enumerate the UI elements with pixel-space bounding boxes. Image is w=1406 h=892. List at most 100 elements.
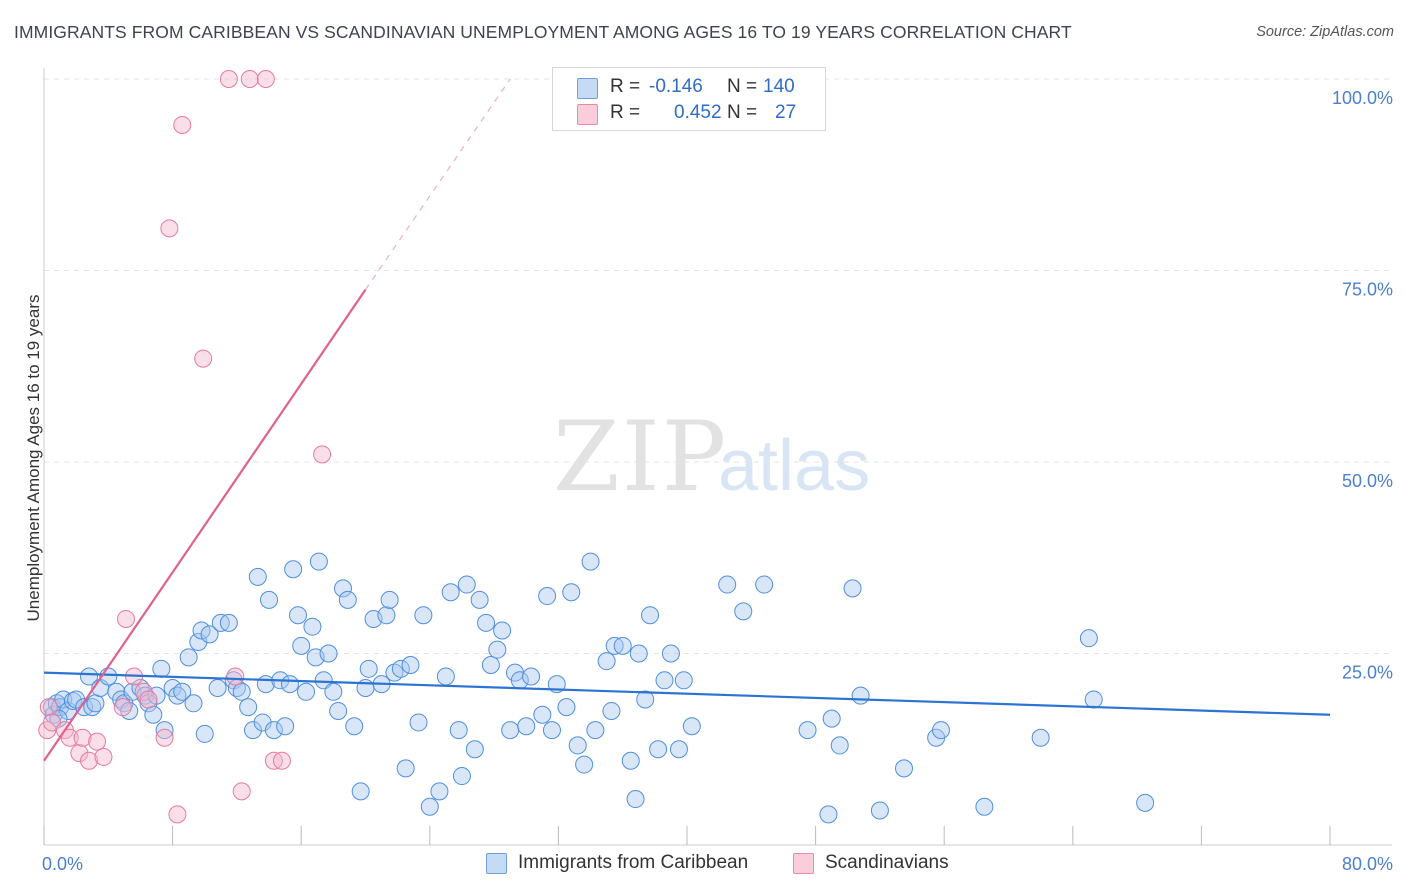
data-point-scandinavian bbox=[256, 70, 275, 88]
data-point-caribbean bbox=[63, 691, 82, 710]
trend-line-scandinavian bbox=[43, 289, 367, 762]
data-point-caribbean bbox=[636, 690, 655, 709]
data-point-caribbean bbox=[562, 583, 581, 602]
data-point-scandinavian bbox=[168, 805, 187, 824]
legend-n-label: N = bbox=[727, 76, 758, 97]
data-point-caribbean bbox=[843, 579, 862, 598]
data-point-caribbean bbox=[597, 652, 616, 671]
data-point-caribbean bbox=[449, 721, 468, 740]
data-point-scandinavian bbox=[113, 698, 132, 717]
data-point-caribbean bbox=[895, 759, 914, 778]
data-point-caribbean bbox=[755, 575, 774, 594]
trend-lines bbox=[43, 78, 1331, 762]
legend-n-label: N = bbox=[727, 102, 758, 123]
data-point-caribbean bbox=[441, 583, 460, 602]
data-point-scandinavian bbox=[94, 747, 113, 766]
data-point-caribbean bbox=[401, 655, 420, 674]
data-point-caribbean bbox=[822, 709, 841, 728]
data-point-caribbean bbox=[522, 667, 541, 686]
y-tick-label: 100.0% bbox=[1332, 88, 1393, 108]
data-point-caribbean bbox=[493, 621, 512, 640]
data-point-caribbean bbox=[86, 694, 105, 713]
data-point-caribbean bbox=[351, 782, 370, 801]
data-point-caribbean bbox=[682, 717, 701, 736]
data-point-caribbean bbox=[219, 613, 238, 632]
data-point-scandinavian bbox=[194, 349, 213, 368]
data-point-caribbean bbox=[575, 755, 594, 774]
series-caribbean-points bbox=[43, 552, 1155, 824]
data-point-caribbean bbox=[200, 625, 219, 644]
data-point-caribbean bbox=[734, 602, 753, 621]
watermark-atlas: atlas bbox=[718, 426, 870, 506]
x-tick-label: 0.0% bbox=[42, 854, 83, 874]
data-point-caribbean bbox=[533, 705, 552, 724]
data-point-caribbean bbox=[248, 567, 267, 586]
bottom-legend-label: Scandinavians bbox=[825, 852, 949, 873]
data-point-caribbean bbox=[602, 701, 621, 720]
data-point-scandinavian bbox=[116, 610, 135, 629]
legend-r-label: R = bbox=[610, 102, 641, 123]
data-point-caribbean bbox=[409, 713, 428, 732]
data-point-caribbean bbox=[517, 717, 536, 736]
data-point-caribbean bbox=[239, 698, 258, 717]
data-point-scandinavian bbox=[313, 445, 332, 464]
data-point-caribbean bbox=[481, 655, 500, 674]
data-point-scandinavian bbox=[80, 751, 99, 770]
data-point-scandinavian bbox=[160, 219, 179, 238]
data-point-caribbean bbox=[1084, 690, 1103, 709]
data-point-caribbean bbox=[260, 590, 279, 609]
data-point-caribbean bbox=[975, 797, 994, 816]
data-point-caribbean bbox=[430, 782, 449, 801]
data-point-scandinavian bbox=[219, 70, 238, 88]
data-point-caribbean bbox=[641, 606, 660, 625]
data-point-caribbean bbox=[1136, 793, 1155, 812]
data-point-caribbean bbox=[477, 613, 496, 632]
data-point-caribbean bbox=[568, 736, 587, 755]
y-tick-label: 75.0% bbox=[1342, 280, 1393, 300]
data-point-caribbean bbox=[626, 790, 645, 809]
tick-labels: 25.0% 50.0% 75.0% 100.0% 0.0% 80.0% bbox=[42, 88, 1393, 874]
watermark-zip: ZIP bbox=[553, 401, 728, 513]
data-point-caribbean bbox=[359, 659, 378, 678]
data-point-caribbean bbox=[232, 682, 251, 701]
grid-lines bbox=[44, 78, 1392, 654]
legend-n-value: 140 bbox=[763, 76, 795, 97]
data-point-caribbean bbox=[830, 736, 849, 755]
data-point-caribbean bbox=[309, 552, 328, 571]
data-point-caribbean bbox=[436, 667, 455, 686]
data-point-caribbean bbox=[377, 606, 396, 625]
data-point-caribbean bbox=[542, 721, 561, 740]
data-point-scandinavian bbox=[60, 728, 79, 747]
data-point-caribbean bbox=[538, 587, 557, 606]
data-point-caribbean bbox=[280, 675, 299, 694]
data-point-scandinavian bbox=[226, 667, 245, 686]
data-point-caribbean bbox=[184, 694, 203, 713]
data-point-caribbean bbox=[457, 575, 476, 594]
data-point-caribbean bbox=[488, 640, 507, 659]
y-tick-label: 25.0% bbox=[1342, 663, 1393, 683]
data-point-caribbean bbox=[179, 648, 198, 667]
data-point-caribbean bbox=[144, 705, 163, 724]
data-point-caribbean bbox=[1031, 728, 1050, 747]
legend-r-value: 0.452 bbox=[674, 102, 722, 123]
legend-swatch-caribbean bbox=[577, 78, 598, 99]
data-point-caribbean bbox=[329, 701, 348, 720]
data-point-caribbean bbox=[276, 717, 295, 736]
data-point-caribbean bbox=[931, 721, 950, 740]
data-point-caribbean bbox=[465, 740, 484, 759]
data-point-caribbean bbox=[851, 686, 870, 705]
data-point-caribbean bbox=[452, 767, 471, 786]
axes bbox=[43, 68, 1392, 846]
data-point-caribbean bbox=[470, 590, 489, 609]
data-point-caribbean bbox=[420, 797, 439, 816]
data-point-caribbean bbox=[396, 759, 415, 778]
chart-title: IMMIGRANTS FROM CARIBBEAN VS SCANDINAVIA… bbox=[14, 22, 1072, 42]
data-point-caribbean bbox=[501, 721, 520, 740]
data-point-caribbean bbox=[284, 560, 303, 579]
data-point-caribbean bbox=[669, 740, 688, 759]
data-point-caribbean bbox=[314, 671, 333, 690]
trend-line-scandinavian-extension bbox=[365, 78, 511, 290]
data-point-caribbean bbox=[80, 667, 99, 686]
data-point-caribbean bbox=[303, 617, 322, 636]
